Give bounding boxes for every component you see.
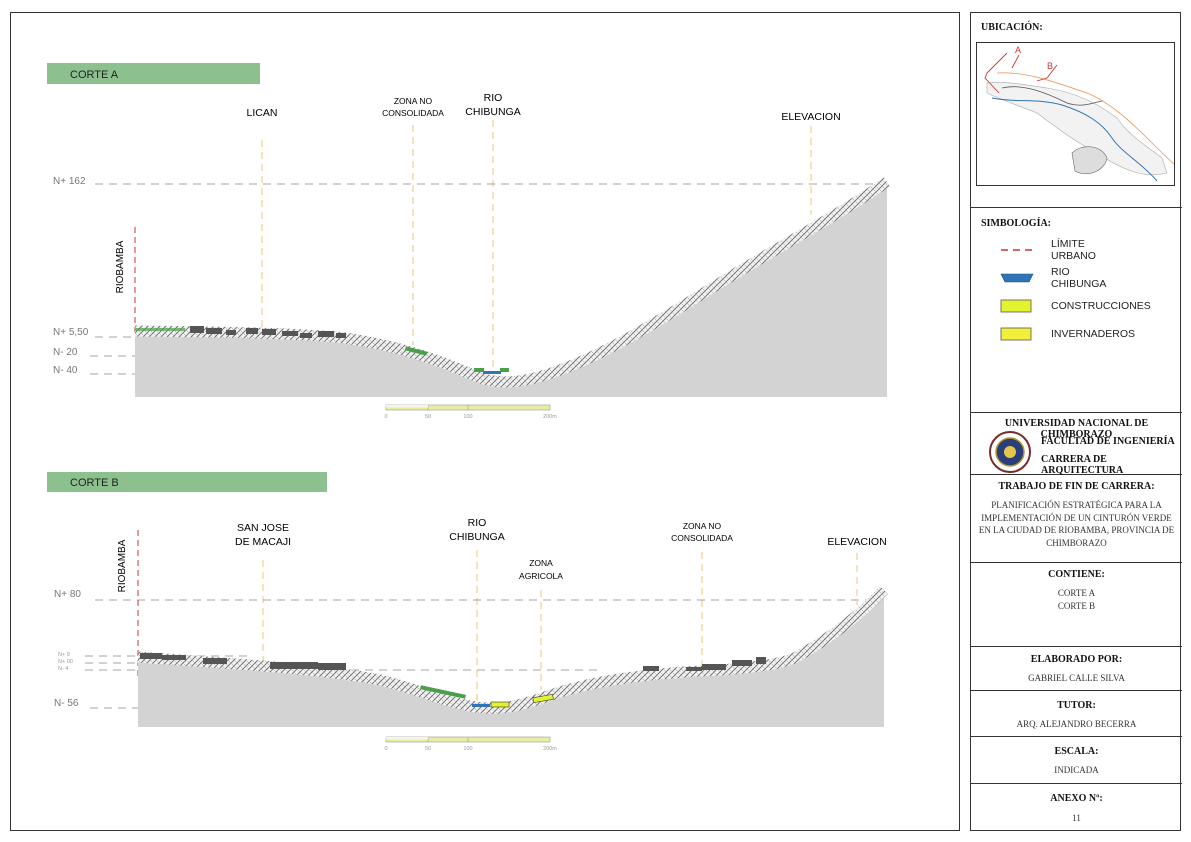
- section-a-banner-bg: [47, 63, 260, 84]
- trabajo-section: TRABAJO DE FIN DE CARRERA: PLANIFICACIÓN…: [971, 475, 1182, 563]
- section-a-terrain: [135, 182, 887, 397]
- trabajo-title: TRABAJO DE FIN DE CARRERA:: [998, 481, 1155, 492]
- trabajo-line-3: EN LA CIUDAD DE RIOBAMBA, PROVINCIA DE: [978, 525, 1175, 535]
- label-zona-no-consolidada-a-1: ZONA NO: [394, 96, 433, 106]
- section-b-fields: [420, 685, 554, 708]
- level-b-4: N- 4: [58, 666, 68, 672]
- scale-a-200: 200m: [543, 414, 557, 420]
- label-riobamba-b: RIOBAMBA: [117, 539, 128, 592]
- title-block: UBICACIÓN: A B SIMBOLOGÍA: LÍMITE URBANO…: [970, 12, 1182, 831]
- anexo-section: ANEXO Nº: 11: [971, 784, 1182, 831]
- elaborado-section: ELABORADO POR: GABRIEL CALLE SILVA: [971, 647, 1182, 691]
- location-map-drawing: A B: [984, 45, 1174, 182]
- section-b-hatch: [137, 586, 888, 714]
- university-seal-icon: [989, 431, 1031, 473]
- map-mark-b: B: [1047, 61, 1053, 71]
- ubicacion-section: UBICACIÓN: A B: [971, 13, 1182, 208]
- section-b-buildings: [140, 653, 766, 671]
- label-rio-a-1: RIO: [484, 92, 503, 104]
- section-b-scale-bar: [385, 736, 551, 743]
- blue-river-swatch-icon: [1000, 273, 1034, 283]
- level-a-20: N- 20: [53, 347, 78, 358]
- label-zona-agricola-2: AGRICOLA: [519, 571, 563, 581]
- location-map: A B: [976, 42, 1175, 186]
- map-mark-a: A: [1015, 45, 1021, 55]
- scale-b-200: 200m: [543, 746, 557, 752]
- label-san-jose-2: DE MACAJI: [235, 536, 291, 548]
- contiene-section: CONTIENE: CORTE A CORTE B: [971, 563, 1182, 647]
- label-lican: LICAN: [247, 107, 278, 119]
- scale-b-0: 0: [384, 746, 387, 752]
- yellow-swatch-icon: [1000, 327, 1032, 341]
- contiene-item-1: CORTE A: [1057, 588, 1096, 598]
- level-b-56: N- 56: [54, 698, 79, 709]
- trabajo-line-2: IMPLEMENTACIÓN DE UN CINTURÓN VERDE: [981, 512, 1172, 523]
- section-a-scale-bar: [385, 404, 551, 411]
- section-a: CORTE A: [47, 63, 891, 420]
- level-a-162: N+ 162: [53, 176, 86, 187]
- escala-section: ESCALA: INDICADA: [971, 737, 1182, 784]
- tutor-section: TUTOR: ARQ. ALEJANDRO BECERRA: [971, 691, 1182, 737]
- section-a-guides: [261, 120, 812, 370]
- university-name: UNIVERSIDAD NACIONAL DE CHIMBORAZO: [1004, 418, 1149, 440]
- label-rio-a-2: CHIBUNGA: [465, 106, 520, 118]
- trabajo-text: PLANIFICACIÓN ESTRATÉGICA PARA LA IMPLEM…: [971, 499, 1182, 549]
- contiene-title: CONTIENE:: [1048, 569, 1105, 580]
- lime-swatch-icon: [1000, 299, 1032, 313]
- legend-invernaderos-label: INVERNADEROS: [1051, 328, 1136, 340]
- simbologia-section: SIMBOLOGÍA: LÍMITE URBANO RIO CHIBUNGA C…: [971, 208, 1182, 413]
- label-zona-no-consolidada-b-2: CONSOLIDADA: [671, 533, 733, 543]
- label-rio-b-2: CHIBUNGA: [449, 531, 504, 543]
- label-elevacion-a: ELEVACION: [781, 111, 840, 123]
- contiene-list: CORTE A CORTE B: [971, 587, 1182, 613]
- section-a-banner: CORTE A: [70, 69, 119, 81]
- anexo-title: ANEXO Nº:: [1050, 793, 1103, 804]
- scale-b-100: 100: [463, 746, 472, 752]
- level-b-9: N+ 9: [58, 652, 70, 658]
- trabajo-line-4: CHIMBORAZO: [1046, 537, 1107, 548]
- escala-value: INDICADA: [1054, 765, 1099, 775]
- label-zona-agricola-1: ZONA: [529, 558, 553, 568]
- label-zona-no-consolidada-a-2: CONSOLIDADA: [382, 108, 444, 118]
- scale-a-0: 0: [384, 414, 387, 420]
- faculty-name: FACULTAD DE INGENIERÍA: [1041, 436, 1175, 447]
- scale-a-100: 100: [463, 414, 472, 420]
- legend-construcciones-label: CONSTRUCCIONES: [1051, 300, 1151, 312]
- level-a-550: N+ 5,50: [53, 327, 89, 338]
- tutor-name: ARQ. ALEJANDRO BECERRA: [1016, 719, 1137, 729]
- section-b-banner: CORTE B: [70, 477, 119, 489]
- scale-b-50: 50: [425, 746, 431, 752]
- trabajo-line-1: PLANIFICACIÓN ESTRATÉGICA PARA LA: [991, 500, 1162, 510]
- section-b-terrain: [138, 590, 884, 727]
- label-riobamba-a: RIOBAMBA: [115, 240, 126, 293]
- university-section: UNIVERSIDAD NACIONAL DE CHIMBORAZO FACUL…: [971, 413, 1182, 476]
- escala-title: ESCALA:: [1054, 746, 1099, 757]
- scale-a-50: 50: [425, 414, 431, 420]
- legend-urban-limit-label: LÍMITE URBANO: [1051, 238, 1096, 262]
- simbologia-title: SIMBOLOGÍA:: [981, 218, 1052, 229]
- section-b-banner-bg: [47, 472, 327, 492]
- label-elevacion-b: ELEVACION: [827, 536, 886, 548]
- career-name: CARRERA DE ARQUITECTURA: [1041, 454, 1124, 476]
- tutor-title: TUTOR:: [1057, 700, 1096, 711]
- section-a-buildings: [190, 326, 346, 338]
- level-b-00: N+ 00: [58, 659, 73, 665]
- dashed-red-line-icon: [1001, 249, 1037, 251]
- anexo-value: 11: [1072, 813, 1081, 823]
- level-b-80: N+ 80: [54, 589, 81, 600]
- label-san-jose-1: SAN JOSE: [237, 522, 289, 534]
- elaborado-title: ELABORADO POR:: [1030, 654, 1123, 665]
- section-b-guides: [262, 550, 858, 705]
- section-a-greens: [135, 328, 509, 374]
- elaborado-name: GABRIEL CALLE SILVA: [1028, 673, 1125, 683]
- label-rio-b-1: RIO: [468, 517, 487, 529]
- section-b: CORTE B: [47, 472, 888, 752]
- ubicacion-title: UBICACIÓN:: [981, 22, 1043, 33]
- label-zona-no-consolidada-b-1: ZONA NO: [683, 521, 722, 531]
- legend-river-label: RIO CHIBUNGA: [1051, 266, 1107, 290]
- level-a-40: N- 40: [53, 365, 78, 376]
- contiene-item-2: CORTE B: [1057, 601, 1096, 611]
